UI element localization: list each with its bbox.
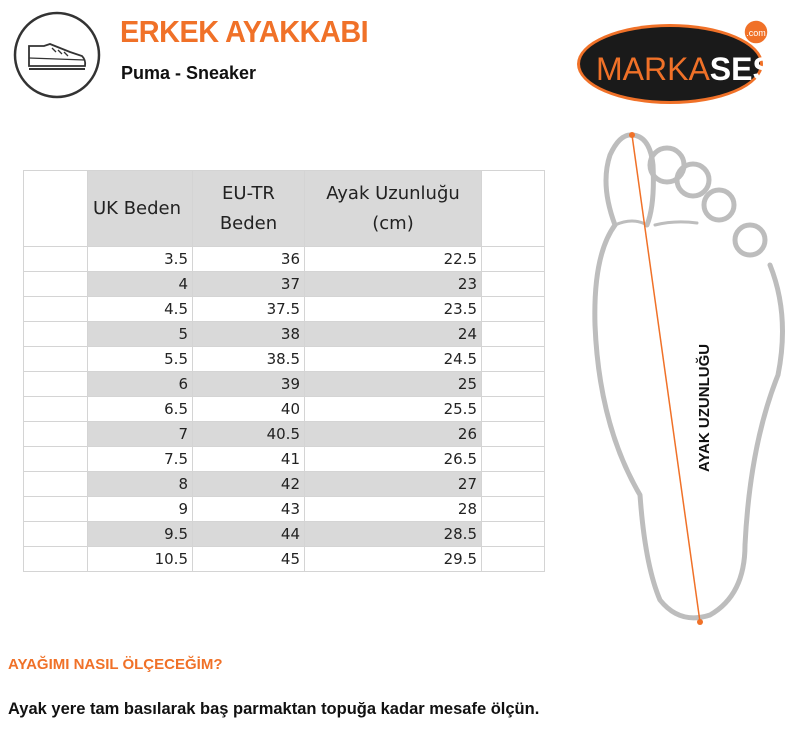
cell-foot-length: 22.5: [304, 246, 482, 272]
header-uk-size: UK Beden: [87, 170, 193, 247]
toe-point: [629, 132, 635, 138]
cell-eu-size: 39: [192, 371, 305, 397]
cell-uk-size: 7.5: [87, 446, 193, 472]
markasesi-logo: MARKASESİ .com: [577, 19, 774, 104]
cell-uk-size: 9: [87, 496, 193, 522]
cell-foot-length: 25: [304, 371, 482, 397]
cell-uk-size: 10.5: [87, 546, 193, 572]
cell-eu-size: 36: [192, 246, 305, 272]
foot-length-label: AYAK UZUNLUĞU: [695, 344, 713, 472]
cell-eu-size: 37: [192, 271, 305, 297]
foot-length-line: [631, 134, 701, 623]
cell-uk-size: 6.5: [87, 396, 193, 422]
table-row: 7.5 41 26.5: [23, 446, 545, 472]
cell-foot-length: 26.5: [304, 446, 482, 472]
table-row: 5 38 24: [23, 321, 545, 347]
cell-eu-size: 42: [192, 471, 305, 497]
cell-eu-size: 40: [192, 396, 305, 422]
table-row: 7 40.5 26: [23, 421, 545, 447]
foot-diagram: AYAK UZUNLUĞU: [592, 132, 785, 625]
cell-eu-size: 38: [192, 321, 305, 347]
instructions-title: AYAĞIMI NASIL ÖLÇECEĞİM?: [8, 656, 223, 673]
logo-wordmark: MARKASESİ: [596, 51, 774, 87]
instructions-text: Ayak yere tam basılarak baş parmaktan to…: [8, 700, 540, 718]
cell-foot-length: 29.5: [304, 546, 482, 572]
cell-foot-length: 27: [304, 471, 482, 497]
cell-foot-length: 25.5: [304, 396, 482, 422]
page-title: ERKEK AYAKKABI: [120, 14, 369, 49]
table-row: 9 43 28: [23, 496, 545, 522]
cell-uk-size: 6: [87, 371, 193, 397]
size-chart-table: UK Beden EU-TR Beden Ayak Uzunluğu (cm) …: [23, 170, 545, 572]
cell-foot-length: 28: [304, 496, 482, 522]
table-row: 8 42 27: [23, 471, 545, 497]
cell-eu-size: 44: [192, 521, 305, 547]
cell-uk-size: 4: [87, 271, 193, 297]
page-subtitle: Puma - Sneaker: [121, 63, 257, 83]
cell-foot-length: 24: [304, 321, 482, 347]
cell-eu-size: 41: [192, 446, 305, 472]
logo-badge: .com: [746, 28, 766, 38]
header-eu-size: EU-TR Beden: [192, 170, 305, 247]
cell-uk-size: 4.5: [87, 296, 193, 322]
cell-eu-size: 43: [192, 496, 305, 522]
cell-foot-length: 28.5: [304, 521, 482, 547]
table-row: 9.5 44 28.5: [23, 521, 545, 547]
sneaker-icon: [13, 11, 101, 99]
cell-eu-size: 45: [192, 546, 305, 572]
cell-eu-size: 38.5: [192, 346, 305, 372]
cell-eu-size: 37.5: [192, 296, 305, 322]
table-row: 4 37 23: [23, 271, 545, 297]
table-row: 6.5 40 25.5: [23, 396, 545, 422]
cell-uk-size: 7: [87, 421, 193, 447]
cell-foot-length: 24.5: [304, 346, 482, 372]
cell-foot-length: 23: [304, 271, 482, 297]
cell-uk-size: 8: [87, 471, 193, 497]
cell-foot-length: 23.5: [304, 296, 482, 322]
cell-uk-size: 9.5: [87, 521, 193, 547]
table-row: 4.5 37.5 23.5: [23, 296, 545, 322]
header-foot-length: Ayak Uzunluğu (cm): [304, 170, 482, 247]
table-row: 3.5 36 22.5: [23, 246, 545, 272]
table-row: 10.5 45 29.5: [23, 546, 545, 572]
cell-uk-size: 5.5: [87, 346, 193, 372]
cell-eu-size: 40.5: [192, 421, 305, 447]
cell-foot-length: 26: [304, 421, 482, 447]
table-row: 6 39 25: [23, 371, 545, 397]
cell-uk-size: 3.5: [87, 246, 193, 272]
table-row: 5.5 38.5 24.5: [23, 346, 545, 372]
table-header-row: UK Beden EU-TR Beden Ayak Uzunluğu (cm): [23, 170, 545, 247]
cell-uk-size: 5: [87, 321, 193, 347]
heel-point: [697, 619, 703, 625]
